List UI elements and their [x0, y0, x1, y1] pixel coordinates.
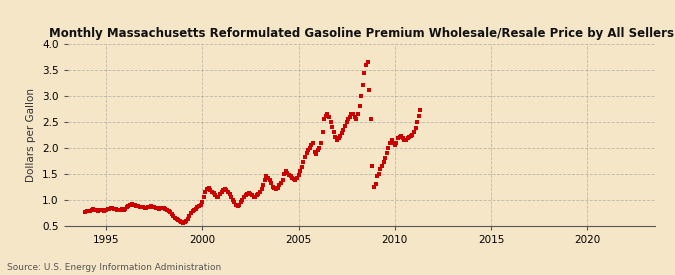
Text: Source: U.S. Energy Information Administration: Source: U.S. Energy Information Administ…: [7, 263, 221, 272]
Title: Monthly Massachusetts Reformulated Gasoline Premium Wholesale/Resale Price by Al: Monthly Massachusetts Reformulated Gasol…: [49, 27, 674, 40]
Y-axis label: Dollars per Gallon: Dollars per Gallon: [26, 88, 36, 182]
